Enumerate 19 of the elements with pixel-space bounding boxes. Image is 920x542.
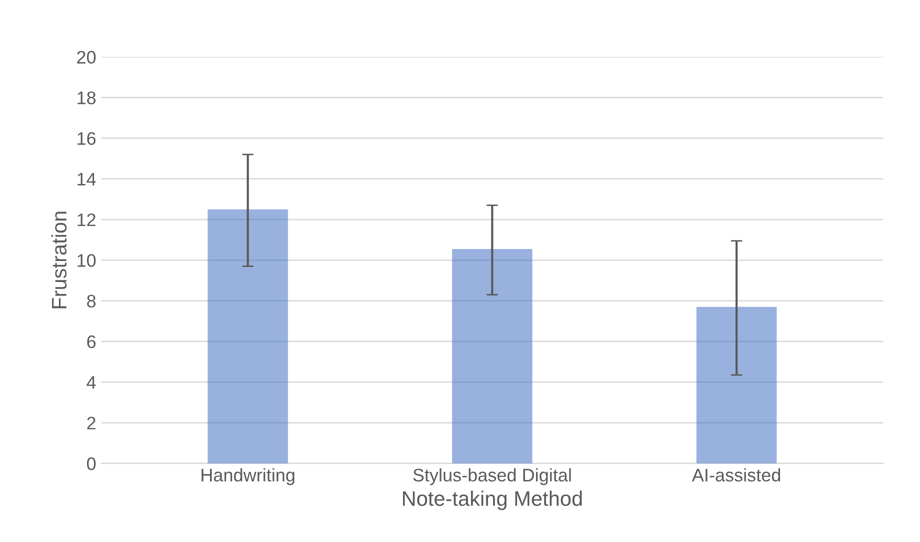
y-tick-label: 4 [86, 376, 96, 389]
bar [696, 306, 777, 464]
bar [452, 248, 532, 464]
y-tick-label: 18 [78, 91, 96, 104]
y-tick-label: 10 [78, 254, 96, 267]
bar [208, 209, 288, 464]
y-tick-label: 0 [87, 457, 96, 470]
x-axis-title: Note-taking Method [403, 490, 582, 510]
y-tick-label: 16 [78, 132, 96, 145]
x-tick-label: AI-assisted [692, 468, 780, 482]
x-tick-label: Stylus-based Digital [413, 468, 571, 486]
y-tick-label: 14 [78, 172, 96, 186]
x-tick-label: Handwriting [202, 468, 294, 486]
y-tick-label: 12 [78, 213, 96, 226]
y-axis-title: Frustration [51, 212, 67, 308]
y-tick-label: 2 [87, 416, 96, 430]
y-tick-label: 6 [87, 335, 96, 348]
y-tick-label: 20 [77, 50, 96, 64]
y-tick-label: 8 [87, 294, 96, 308]
